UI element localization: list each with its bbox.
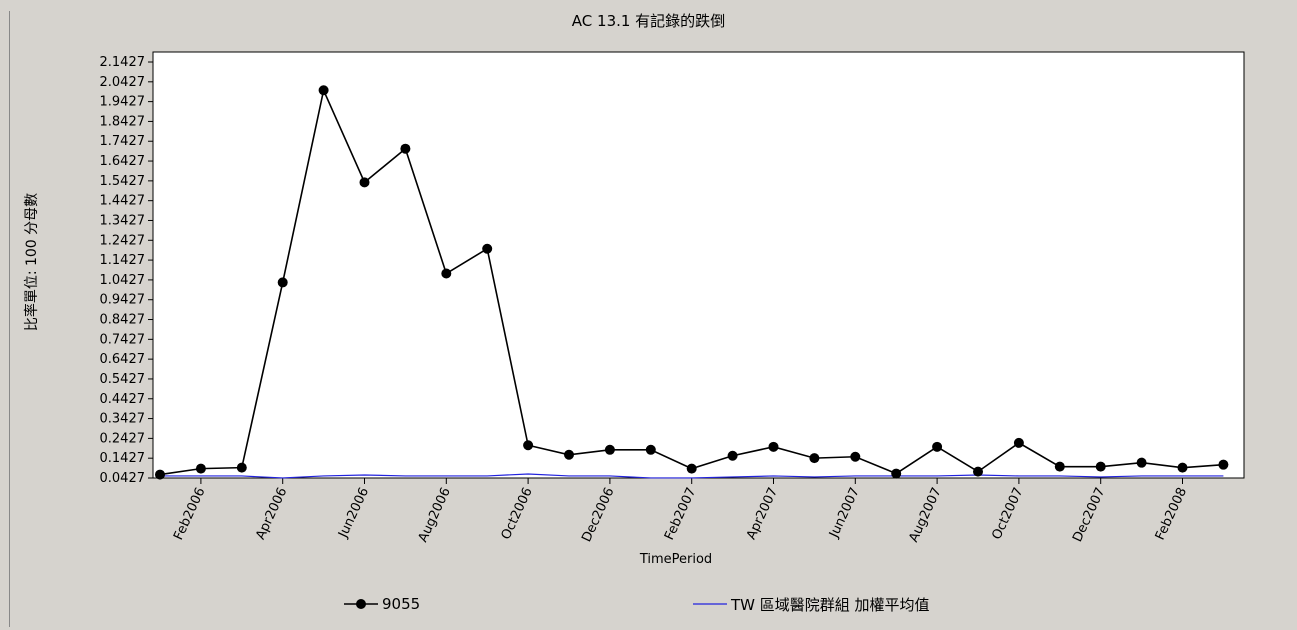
data-point-9055: [1095, 461, 1106, 472]
y-tick-label: 0.6427: [100, 352, 146, 367]
data-point-9055: [1218, 459, 1229, 470]
data-point-9055: [441, 268, 452, 279]
series-line-tw-average: [160, 473, 1224, 479]
legend-line-tw-average-icon: [693, 603, 727, 605]
series-layer: [155, 85, 1229, 480]
x-tick-label: Dec2006: [579, 485, 617, 544]
data-point-9055: [277, 277, 288, 288]
y-tick-label: 1.6427: [100, 154, 146, 169]
x-tick-label: Feb2008: [1153, 485, 1190, 542]
y-tick-label: 1.4427: [100, 194, 146, 209]
y-tick-label: 0.1427: [100, 451, 146, 466]
x-tick-label: Apr2007: [744, 485, 781, 542]
y-tick-label: 1.0427: [100, 273, 146, 288]
legend-label-tw-average: TW 區域醫院群組 加權平均值: [731, 595, 930, 614]
data-point-9055: [809, 453, 820, 464]
legend-item-9055: 9055: [344, 593, 420, 615]
data-point-9055: [645, 444, 656, 455]
x-tick-label: Feb2006: [171, 485, 208, 542]
chart-title: AC 13.1 有記錄的跌倒: [571, 12, 726, 30]
x-tick-label: Feb2007: [662, 485, 699, 542]
y-axis-title: 比率單位: 100 分母數: [24, 192, 40, 332]
data-point-9055: [318, 85, 329, 96]
y-tick-label: 0.7427: [100, 332, 146, 347]
y-tick-label: 1.5427: [100, 174, 146, 189]
data-point-9055: [973, 466, 983, 477]
legend-label-9055: 9055: [382, 595, 421, 613]
y-tick-label: 2.0427: [100, 75, 146, 90]
y-axis: 0.0427 0.1427 0.2427 0.3427 0.4427 0.5427 0.64…: [100, 55, 153, 486]
y-tick-label: 0.9427: [100, 293, 146, 308]
data-point-9055: [727, 450, 738, 461]
y-tick-label: 0.8427: [100, 313, 146, 328]
data-point-9055: [1177, 462, 1188, 473]
x-tick-label: Apr2006: [253, 485, 290, 542]
data-point-9055: [155, 469, 165, 480]
y-tick-label: 1.3427: [100, 213, 146, 228]
y-tick-label: 0.0427: [100, 471, 146, 486]
data-point-9055: [523, 440, 534, 451]
legend-item-tw-average: TW 區域醫院群組 加權平均值: [693, 593, 930, 615]
y-tick-label: 1.8427: [100, 114, 146, 129]
x-tick-label: Oct2006: [499, 485, 536, 542]
x-axis: Feb2006 Apr2006 Jun2006 Aug2006 Oct2006 Dec20…: [171, 478, 1190, 545]
y-tick-label: 0.3427: [100, 412, 146, 427]
x-tick-label: Oct2007: [989, 485, 1026, 542]
data-point-9055: [564, 449, 574, 460]
y-tick-label: 2.1427: [100, 55, 146, 70]
legend-marker-9055-icon: [344, 599, 378, 609]
data-point-9055: [686, 463, 697, 474]
x-axis-title: TimePeriod: [639, 552, 713, 567]
data-point-9055: [850, 451, 861, 462]
data-point-9055: [195, 463, 206, 474]
y-tick-label: 1.9427: [100, 95, 146, 110]
data-point-9055: [1054, 461, 1065, 472]
data-point-9055: [768, 441, 779, 452]
y-tick-label: 0.4427: [100, 392, 146, 407]
data-point-9055: [604, 444, 615, 455]
x-tick-label: Jun2007: [826, 485, 863, 541]
data-point-9055: [359, 177, 370, 188]
y-tick-label: 1.2427: [100, 233, 146, 248]
data-point-9055: [236, 462, 247, 473]
data-point-9055: [482, 243, 493, 254]
y-tick-label: 0.5427: [100, 372, 146, 387]
data-point-9055: [400, 143, 411, 154]
x-tick-label: Aug2007: [906, 485, 944, 544]
y-tick-label: 0.2427: [100, 431, 146, 446]
x-tick-label: Jun2006: [336, 485, 373, 541]
data-point-9055: [932, 441, 943, 452]
x-tick-label: Aug2006: [416, 485, 454, 544]
data-point-9055: [1013, 437, 1024, 448]
y-tick-label: 1.7427: [100, 134, 146, 149]
data-point-9055: [1136, 457, 1147, 468]
data-point-9055: [891, 468, 902, 479]
plot-area: [152, 51, 1245, 479]
x-tick-label: Dec2007: [1070, 485, 1108, 544]
y-tick-label: 1.1427: [100, 253, 146, 268]
